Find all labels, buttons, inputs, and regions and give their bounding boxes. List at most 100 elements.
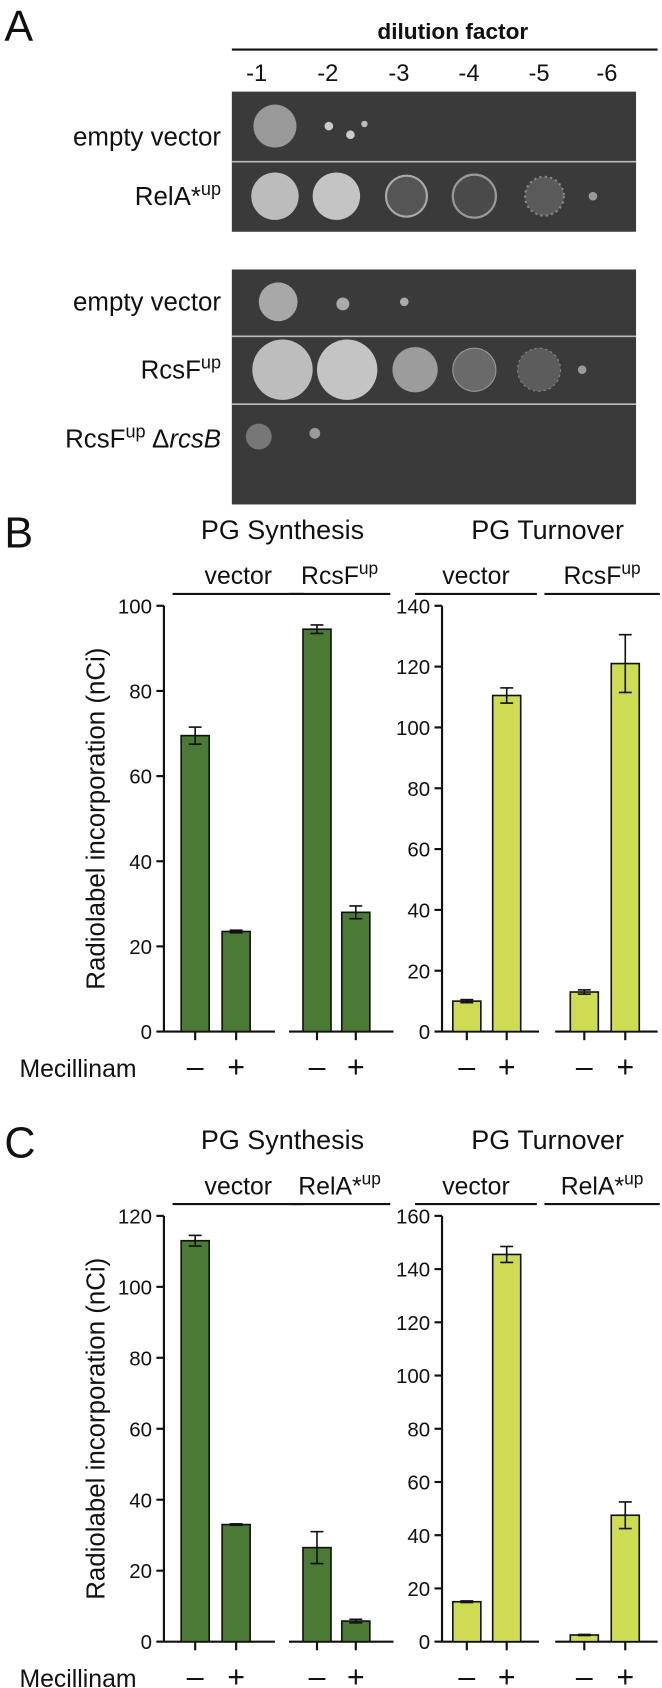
x-axis-label: Mecillinam: [19, 1056, 136, 1083]
x-tick-label: –: [187, 1661, 204, 1688]
panel-letter: B: [4, 510, 33, 558]
x-tick-label: +: [227, 1661, 245, 1688]
y-tick-label: 160: [396, 1205, 430, 1228]
panel-letter: A: [4, 3, 33, 51]
x-tick-label: –: [576, 1661, 593, 1688]
row-label: RelA*up: [135, 179, 221, 211]
y-tick-label: 80: [407, 778, 430, 801]
x-tick-label: +: [498, 1661, 516, 1688]
text-part: RcsF: [564, 563, 622, 590]
colony-spot: [252, 339, 313, 400]
y-tick-label: 60: [407, 1472, 430, 1495]
text-part: RcsF: [301, 563, 359, 590]
y-tick-label: 80: [129, 1347, 152, 1370]
x-tick-label: –: [309, 1661, 326, 1688]
x-tick-label: +: [616, 1661, 634, 1688]
y-tick-label: 60: [129, 766, 152, 789]
bar: [180, 734, 211, 1033]
text-part: empty vector: [73, 124, 221, 152]
y-tick-label: 100: [396, 717, 430, 740]
text-part: Δ: [152, 425, 169, 453]
x-tick-label: +: [616, 1051, 634, 1084]
x-tick-label: –: [309, 1051, 326, 1084]
y-tick-label: 20: [129, 1560, 152, 1583]
y-tick-label: 100: [396, 1365, 430, 1388]
x-tick-label: –: [458, 1661, 475, 1688]
colony-spot: [312, 172, 361, 220]
colony-spot: [361, 120, 368, 128]
bar: [491, 1253, 522, 1643]
x-tick-label: +: [347, 1051, 365, 1084]
text-part: RelA*: [298, 1173, 362, 1200]
y-tick-label: 140: [396, 595, 430, 618]
y-tick-label: 40: [129, 851, 152, 874]
x-axis-label: Mecillinam: [19, 1666, 136, 1688]
y-tick-label: 0: [141, 1021, 152, 1044]
bar: [340, 911, 371, 1033]
text-part: RcsF: [65, 425, 125, 453]
group-label: RelA*up: [298, 1168, 381, 1200]
y-tick-label: 60: [407, 839, 430, 862]
y-tick-label: 40: [407, 1525, 430, 1548]
y-tick-label: 120: [118, 1205, 152, 1228]
y-tick-label: 40: [129, 1489, 152, 1512]
text-part: vector: [205, 1173, 272, 1200]
colony-spot: [384, 174, 429, 218]
colony-spot: [399, 297, 409, 307]
row-label: empty vector: [73, 124, 221, 152]
y-tick-label: 140: [396, 1259, 430, 1282]
bar: [610, 1514, 641, 1643]
row-label: RcsFup ΔrcsB: [65, 421, 221, 453]
group-label: vector: [442, 563, 509, 590]
group-label: RelA*up: [561, 1168, 644, 1200]
y-tick-label: 100: [118, 1276, 152, 1299]
colony-spot: [452, 347, 497, 392]
colony-spot: [245, 423, 272, 450]
dilution-label: -4: [458, 61, 479, 87]
bar: [221, 930, 251, 1033]
group-label: RcsFup: [564, 558, 641, 590]
x-tick-label: +: [347, 1661, 365, 1688]
text-part: up: [359, 558, 378, 578]
text-part: up: [201, 352, 221, 372]
y-tick-label: 100: [118, 595, 152, 618]
bar: [340, 1620, 371, 1643]
text-part: vector: [205, 563, 272, 590]
y-tick-label: 0: [419, 1631, 430, 1654]
chart-title: PG Synthesis: [201, 1125, 364, 1155]
dilution-label: -2: [317, 61, 338, 87]
y-tick-label: 0: [419, 1021, 430, 1044]
chart-title: PG Turnover: [471, 515, 624, 545]
y-tick-label: 20: [129, 936, 152, 959]
colony-spot: [588, 191, 598, 201]
y-tick-label: 60: [129, 1418, 152, 1441]
text-part: vector: [442, 563, 509, 590]
row-label: RcsFup: [141, 352, 221, 384]
text-part: up: [125, 421, 145, 441]
header: dilution factor: [377, 19, 528, 44]
y-axis-label: Radiolabel incorporation (nCi): [83, 648, 111, 990]
colony-spot: [336, 297, 350, 311]
panel-letter: C: [4, 1120, 35, 1168]
text-part: vector: [442, 1173, 509, 1200]
text-part: RcsF: [141, 356, 201, 384]
x-tick-label: –: [187, 1051, 204, 1084]
bar: [451, 1600, 482, 1643]
bar: [569, 991, 600, 1033]
colony-spot: [324, 121, 334, 131]
bar: [221, 1523, 251, 1643]
text-part: rcsB: [169, 425, 221, 453]
x-tick-label: –: [576, 1051, 593, 1084]
colony-spot: [251, 172, 299, 220]
dilution-label: -6: [596, 61, 617, 87]
text-part: up: [201, 179, 221, 199]
bar: [610, 662, 641, 1033]
dilution-label: -5: [528, 61, 549, 87]
text-part: RelA*: [561, 1173, 625, 1200]
x-tick-label: +: [227, 1051, 245, 1084]
text-part: up: [362, 1168, 381, 1188]
colony-spot: [516, 347, 562, 392]
row-label: empty vector: [73, 288, 221, 316]
